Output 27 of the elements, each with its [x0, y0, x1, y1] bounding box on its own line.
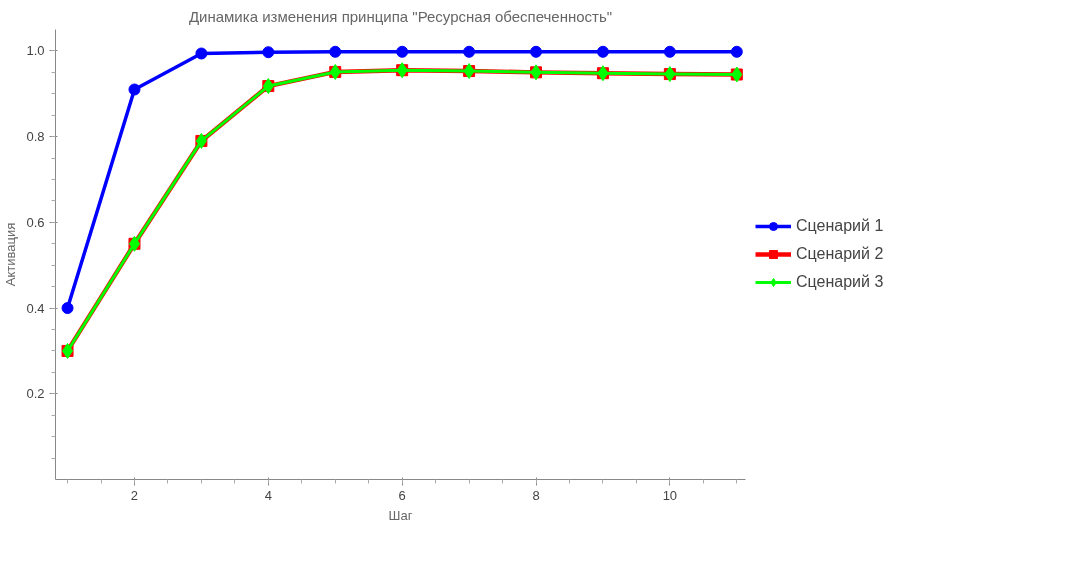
x-tick-label: 10: [662, 487, 678, 503]
y-axis-title: Активация: [3, 222, 19, 287]
y-tick-label: 0.6: [26, 214, 45, 230]
point: [262, 46, 275, 59]
point: [61, 302, 74, 315]
point: [530, 45, 543, 58]
point: [730, 45, 743, 58]
x-tick-label: 2: [130, 487, 139, 503]
point: [329, 45, 342, 58]
point: [463, 45, 476, 58]
legend-label: Сценарий 2: [796, 245, 884, 263]
legend-label: Сценарий 1: [796, 217, 884, 235]
legend-label: Сценарий 3: [796, 273, 884, 291]
y-tick-label: 0.2: [26, 386, 45, 402]
chart-title: Динамика изменения принципа "Ресурсная обеспеченность": [188, 7, 613, 25]
y-tick-label: 0.4: [26, 300, 45, 316]
point: [195, 47, 208, 60]
y-tick-label: 1.0: [26, 43, 45, 59]
point: [396, 45, 409, 58]
point: [596, 45, 609, 58]
x-tick-label: 4: [264, 487, 272, 503]
x-axis-title: Шаг: [388, 507, 413, 523]
point: [663, 45, 676, 58]
point: [128, 83, 141, 96]
x-tick-label: 6: [398, 487, 406, 503]
y-tick-label: 0.8: [26, 129, 45, 145]
x-tick-label: 8: [532, 487, 540, 503]
